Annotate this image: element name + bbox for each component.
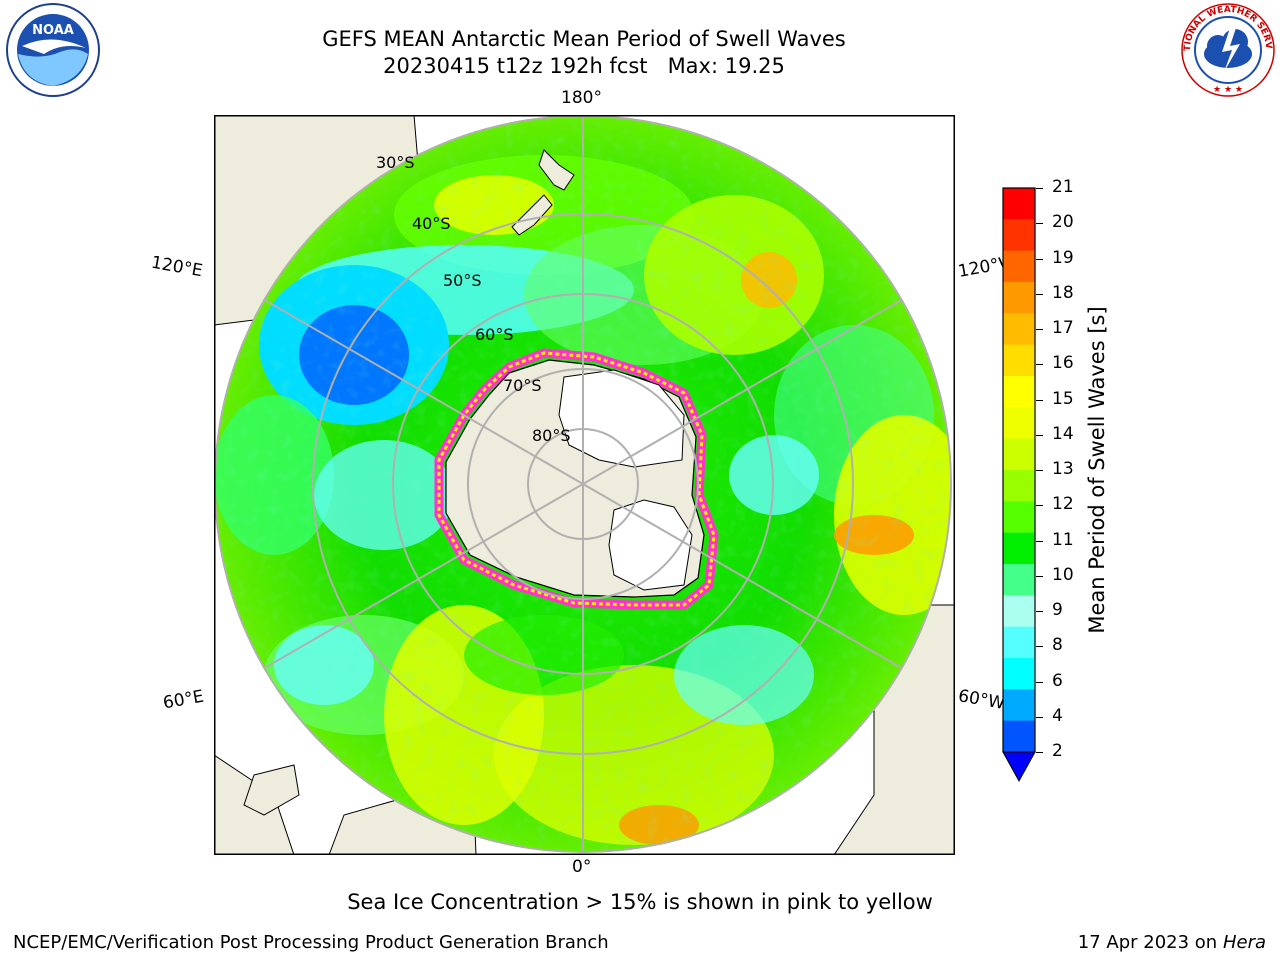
colorbar-band [1003,313,1035,346]
new-zealand-north [538,149,575,191]
lon-label-120e: 120°E [149,252,205,282]
lon-label-60e: 60°E [161,686,206,714]
colorbar-tick-mark [1036,364,1043,366]
colorbar-band [1003,376,1035,408]
lat-label-70s: 70°S [503,376,542,395]
colorbar-band [1003,344,1035,377]
nws-logo-icon: NATIONAL WEATHER SERVICE ★ ★ ★ [1178,2,1275,97]
lon-label-60w: 60°W [956,686,1007,714]
map-title: GEFS MEAN Antarctic Mean Period of Swell… [322,27,846,51]
colorbar-tick-mark [1036,223,1043,225]
footer-machine: Hera [1222,932,1266,953]
colorbar-tick-mark [1036,293,1043,295]
colorbar-tick-label: 10 [1052,564,1074,585]
colorbar-tick-label: 6 [1052,670,1063,691]
lat-label-60s: 60°S [475,325,514,344]
colorbar-tick-mark [1036,258,1043,260]
ronne-ice-shelf [608,499,693,591]
sea-ice-note: Sea Ice Concentration > 15% is shown in … [347,890,933,914]
colorbar-tick-label: 4 [1052,705,1063,726]
colorbar-band [1003,532,1035,565]
colorbar [1002,187,1036,783]
colorbar-tick-label: 11 [1052,529,1074,550]
colorbar-tick-label: 9 [1052,600,1063,620]
colorbar-band [1003,470,1035,502]
colorbar-band [1003,564,1035,596]
colorbar-tick-mark [1036,646,1043,648]
colorbar-tick-label: 21 [1052,177,1074,197]
colorbar-tick-mark [1036,575,1043,577]
colorbar-band [1003,219,1035,252]
footer-date: 17 Apr 2023 [1077,932,1190,953]
colorbar-tick-mark [1036,716,1043,718]
polar-map: 30°S 40°S 50°S 60°S 70°S 80°S [214,115,955,855]
sea-ice-edge-inner [437,351,716,607]
svg-text:★ ★ ★: ★ ★ ★ [1213,85,1243,95]
lat-label-30s: 30°S [376,153,415,172]
colorbar-tick-mark [1036,540,1043,542]
lat-label-80s: 80°S [532,426,571,445]
footer-on: on [1194,932,1218,953]
lon-label-180: 180° [561,88,602,108]
colorbar-band [1003,720,1035,753]
footer-right: 17 Apr 2023 on Hera [1078,932,1266,953]
noaa-logo-icon: NOAA [6,3,100,97]
colorbar-tick-label: 17 [1052,318,1074,338]
colorbar-tick-label: 16 [1052,353,1074,374]
colorbar-tick-mark [1036,752,1043,753]
colorbar-band [1003,407,1035,440]
colorbar-band [1003,188,1035,220]
footer-left: NCEP/EMC/Verification Post Processing Pr… [13,932,609,953]
colorbar-band [1003,626,1035,659]
map-subtitle: 20230415 t12z 192h fcst Max: 19.25 [383,54,785,78]
colorbar-extend-arrow [1002,751,1036,783]
lat-label-40s: 40°S [412,214,451,233]
colorbar-band [1003,501,1035,534]
colorbar-tick-mark [1036,505,1043,507]
colorbar-bands [1003,188,1035,753]
colorbar-tick-label: 13 [1052,459,1074,479]
colorbar-band [1003,282,1035,314]
colorbar-band [1003,250,1035,283]
colorbar-tick-mark [1036,188,1043,189]
colorbar-tick-label: 18 [1052,282,1074,303]
colorbar-band [1003,438,1035,471]
colorbar-band [1003,689,1035,722]
map-frame [214,115,955,855]
colorbar-band [1003,658,1035,690]
colorbar-band [1003,595,1035,628]
colorbar-tick-label: 14 [1052,423,1074,444]
colorbar-tick-mark [1036,399,1043,401]
colorbar-tick-mark [1036,611,1043,612]
noaa-logo-text: NOAA [32,23,74,38]
lat-label-50s: 50°S [443,271,482,290]
colorbar-tick-mark [1036,434,1043,436]
colorbar-tick-mark [1036,470,1043,471]
colorbar-tick-label: 19 [1052,247,1074,268]
colorbar-tick-label: 8 [1052,635,1063,656]
colorbar-tick-label: 20 [1052,212,1074,233]
graticule [214,115,952,853]
colorbar-tick-label: 12 [1052,494,1074,515]
colorbar-tick-mark [1036,329,1043,330]
colorbar-label: Mean Period of Swell Waves [s] [1085,306,1109,634]
lon-label-0: 0° [572,857,592,877]
colorbar-tick-mark [1036,681,1043,683]
new-zealand-south [511,194,553,236]
colorbar-tick-label: 2 [1052,741,1063,761]
colorbar-tick-label: 15 [1052,388,1074,409]
